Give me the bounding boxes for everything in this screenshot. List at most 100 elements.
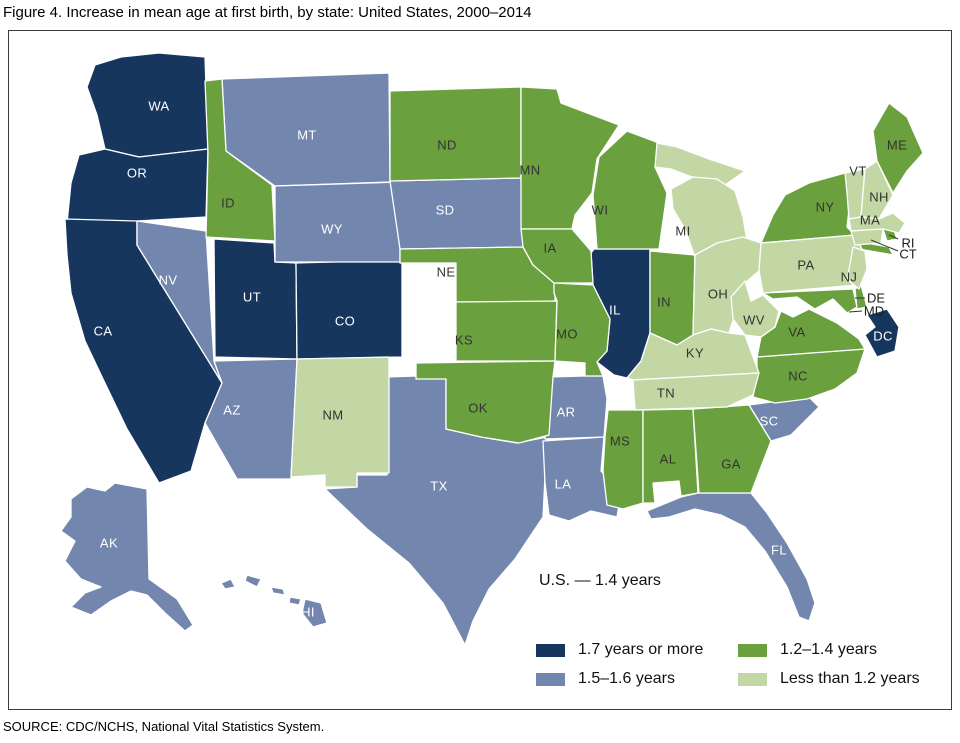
state-label-HI: HI xyxy=(301,605,315,620)
legend-label: 1.7 years or more xyxy=(578,641,704,658)
state-label-GA: GA xyxy=(721,457,741,472)
state-label-CA: CA xyxy=(94,324,113,339)
state-label-DE: DE xyxy=(867,291,885,306)
legend-swatch-lightgreen xyxy=(738,672,767,686)
state-MS xyxy=(602,409,644,510)
state-label-IL: IL xyxy=(609,303,621,318)
state-label-RI: RI xyxy=(902,236,915,251)
state-label-MN: MN xyxy=(519,163,540,178)
state-MD xyxy=(762,288,858,314)
legend-item-2: 1.5–1.6 years xyxy=(536,670,675,688)
state-DC xyxy=(864,308,900,358)
state-label-AR: AR xyxy=(557,405,576,420)
state-HI xyxy=(288,596,302,606)
state-NY xyxy=(760,172,856,244)
state-NJ xyxy=(846,246,868,290)
state-label-MT: MT xyxy=(297,128,317,143)
legend-label: 1.5–1.6 years xyxy=(578,670,675,687)
legend-swatch-slate xyxy=(536,672,565,686)
state-ME xyxy=(872,102,924,194)
state-ID xyxy=(204,78,276,242)
state-label-MO: MO xyxy=(556,327,578,342)
legend-item-3: 1.2–1.4 years xyxy=(738,641,877,659)
state-label-WV: WV xyxy=(743,313,765,328)
state-FL xyxy=(646,492,816,622)
state-WI xyxy=(592,130,668,250)
state-label-NJ: NJ xyxy=(841,270,858,285)
state-OK xyxy=(415,360,556,444)
state-label-ME: ME xyxy=(887,138,907,153)
us-average-note: U.S. — 1.4 years xyxy=(539,572,661,589)
state-label-WY: WY xyxy=(321,222,343,237)
state-label-MA: MA xyxy=(860,213,880,228)
legend-swatch-green xyxy=(738,643,767,657)
state-IA xyxy=(520,228,594,284)
state-MO xyxy=(553,282,611,377)
state-label-CT: CT xyxy=(899,247,916,262)
state-label-IN: IN xyxy=(657,295,671,310)
state-label-SD: SD xyxy=(436,203,455,218)
state-label-NV: NV xyxy=(159,273,178,288)
state-label-WA: WA xyxy=(148,99,169,114)
state-label-CO: CO xyxy=(335,314,355,329)
state-label-TN: TN xyxy=(657,386,675,401)
state-AK xyxy=(60,482,194,632)
state-label-WI: WI xyxy=(592,203,609,218)
state-HI xyxy=(301,598,328,628)
state-label-NC: NC xyxy=(788,369,808,384)
leader-line-RI xyxy=(888,234,899,240)
state-label-TX: TX xyxy=(430,479,447,494)
state-CO xyxy=(295,259,403,360)
state-OR xyxy=(66,148,209,224)
state-GA xyxy=(692,404,772,494)
state-label-MD: MD xyxy=(864,304,884,319)
state-label-KS: KS xyxy=(455,333,473,348)
legend-label: Less than 1.2 years xyxy=(780,670,920,687)
legend-item-4: Less than 1.2 years xyxy=(738,670,920,688)
state-label-UT: UT xyxy=(243,290,261,305)
state-label-NM: NM xyxy=(322,408,343,423)
state-NH xyxy=(860,160,894,220)
state-label-DC: DC xyxy=(873,329,893,344)
state-HI xyxy=(220,578,236,590)
state-label-KY: KY xyxy=(686,346,704,361)
state-LA xyxy=(542,436,622,522)
state-WV xyxy=(730,280,780,338)
leader-line-CT xyxy=(870,239,899,252)
state-label-NY: NY xyxy=(816,200,835,215)
state-CT xyxy=(850,228,884,246)
us-choropleth-map: WA OR CA UT CO IL DC MT WY NV AZ SD TX AR LA FL SC AK HI ID… xyxy=(60,52,924,646)
state-KS xyxy=(455,300,558,362)
state-label-ND: ND xyxy=(437,138,457,153)
state-label-MI: MI xyxy=(675,224,690,239)
legend-swatch-navy xyxy=(536,643,565,657)
state-label-LA: LA xyxy=(555,477,572,492)
state-HI xyxy=(270,586,286,596)
map-frame: WA OR CA UT CO IL DC MT WY NV AZ SD TX AR LA FL SC AK HI ID… xyxy=(8,30,952,710)
state-label-MS: MS xyxy=(610,434,630,449)
state-label-PA: PA xyxy=(797,258,814,273)
state-VA xyxy=(756,308,866,358)
state-HI xyxy=(244,574,262,588)
state-label-SC: SC xyxy=(760,414,779,429)
source-note: SOURCE: CDC/NCHS, National Vital Statist… xyxy=(3,719,325,734)
state-label-OK: OK xyxy=(468,401,488,416)
state-AR xyxy=(544,375,608,440)
state-NC xyxy=(752,348,866,404)
state-NM xyxy=(290,356,390,488)
state-label-AK: AK xyxy=(100,536,118,551)
state-label-VT: VT xyxy=(849,164,866,179)
state-label-VA: VA xyxy=(788,325,805,340)
state-TN xyxy=(632,372,760,411)
legend-item-1: 1.7 years or more xyxy=(536,641,703,659)
state-ND xyxy=(389,86,522,182)
figure-title: Figure 4. Increase in mean age at first … xyxy=(3,4,532,21)
state-label-AL: AL xyxy=(660,452,677,467)
state-label-NH: NH xyxy=(869,190,889,205)
state-label-OH: OH xyxy=(708,287,728,302)
leader-line-MD xyxy=(848,310,863,313)
state-label-FL: FL xyxy=(771,543,787,558)
state-SD xyxy=(389,177,524,250)
state-label-OR: OR xyxy=(127,166,147,181)
